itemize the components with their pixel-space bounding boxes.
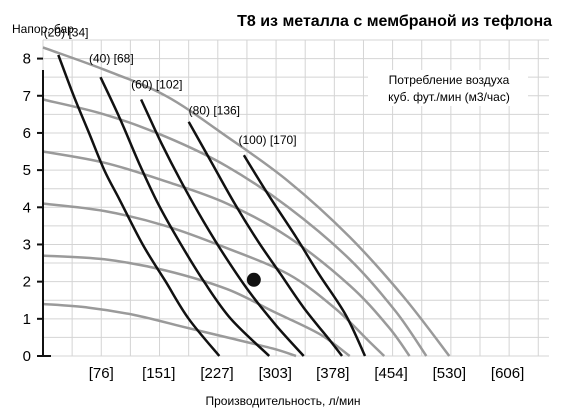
air-consumption-label: (40) [68] [89, 51, 134, 65]
pressure-curves [42, 46, 451, 358]
y-tick-label: 8 [23, 51, 31, 68]
x-ticks: [76] [151] [227] [303] [378] [454] [530] [606] [89, 365, 525, 382]
x-tick-label: [151] [142, 365, 175, 382]
x-tick-label: [76] [89, 365, 114, 382]
y-tick-label: 3 [23, 236, 31, 253]
legend-line-2: куб. фут./мин (м3/час) [388, 90, 510, 104]
y-axis-label: Напор, бар [12, 22, 74, 36]
pressure-curve [42, 302, 297, 358]
pressure-curve [42, 254, 351, 358]
axes [37, 70, 51, 357]
legend-line-1: Потребление воздуха [389, 73, 510, 87]
y-tick-label: 1 [23, 311, 31, 328]
x-tick-label: [454] [374, 365, 407, 382]
air-consumption-curve [242, 154, 367, 357]
y-tick-label: 4 [23, 199, 31, 216]
y-tick-label: 6 [23, 125, 31, 142]
y-ticks: 0 1 2 3 4 5 6 7 8 [23, 51, 43, 365]
x-tick-label: [303] [259, 365, 292, 382]
air-consumption-label: (80) [136] [189, 103, 240, 117]
y-tick-label: 2 [23, 274, 31, 291]
air-consumption-label: (100) [170] [239, 133, 297, 147]
y-tick-label: 5 [23, 162, 31, 179]
y-tick-label: 0 [23, 348, 31, 365]
operating-point [246, 272, 261, 287]
air-consumption-label: (60) [102] [131, 77, 182, 91]
legend: Потребление воздуха куб. фут./мин (м3/ча… [368, 70, 528, 106]
air-consumption-curve [99, 76, 271, 357]
air-consumption-curve [187, 121, 343, 357]
x-tick-label: [530] [433, 365, 466, 382]
x-tick-label: [227] [200, 365, 233, 382]
air-consumption-curve [139, 98, 305, 357]
pressure-curve [42, 202, 386, 357]
air-consumption-curve [57, 54, 221, 357]
pressure-curve [42, 98, 428, 357]
curve-labels: (20) [34](40) [68] (60) [102] (80) [136] (1… [44, 25, 297, 147]
air-consumption-label: (20) [34] [44, 25, 89, 39]
pressure-curve [42, 46, 451, 357]
pressure-curve [42, 150, 411, 357]
x-tick-label: [378] [316, 365, 349, 382]
legend-background [368, 70, 528, 106]
y-tick-label: 7 [23, 88, 31, 105]
x-axis-label: Производительность, л/мин [205, 394, 360, 408]
x-tick-label: [606] [491, 365, 524, 382]
chart-title: T8 из металла с мембраной из тефлона [237, 13, 552, 30]
air-consumption-curves [57, 54, 367, 357]
